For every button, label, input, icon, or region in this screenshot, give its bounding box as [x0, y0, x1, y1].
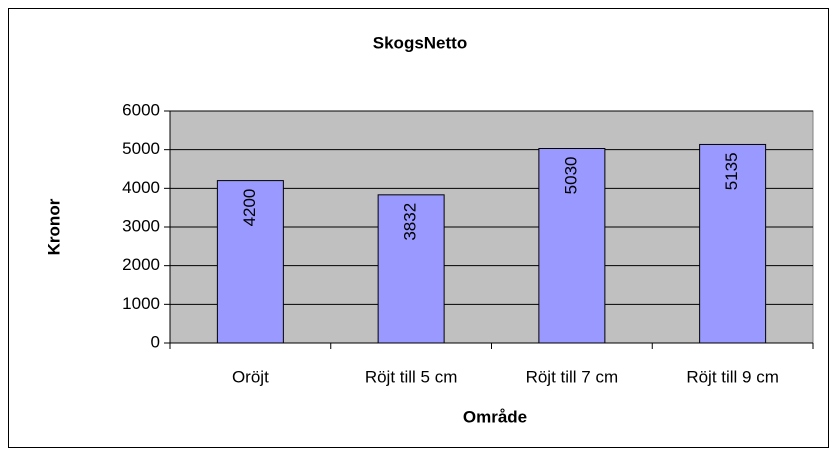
bar — [538, 148, 606, 344]
x-axis-title: Område — [463, 407, 527, 426]
data-label: 3832 — [401, 203, 420, 241]
data-label: 5135 — [722, 152, 741, 190]
chart-title: SkogsNetto — [373, 33, 467, 52]
y-tick-label: 6000 — [122, 100, 160, 119]
x-tick-label: Röjt till 7 cm — [526, 367, 619, 386]
bar — [699, 143, 767, 344]
y-tick-label: 1000 — [122, 294, 160, 313]
data-label: 5030 — [561, 157, 580, 195]
bar — [216, 180, 284, 344]
y-tick-label: 4000 — [122, 178, 160, 197]
data-label: 4200 — [240, 189, 259, 227]
y-tick-label: 0 — [151, 332, 160, 351]
bar — [377, 194, 445, 344]
y-tick-label: 2000 — [122, 255, 160, 274]
y-tick-label: 5000 — [122, 139, 160, 158]
x-tick-label: Röjt till 9 cm — [686, 367, 779, 386]
y-tick-label: 3000 — [122, 216, 160, 235]
y-axis-title: Kronor — [44, 198, 63, 255]
x-tick-label: Oröjt — [232, 367, 269, 386]
x-tick-label: Röjt till 5 cm — [365, 367, 458, 386]
